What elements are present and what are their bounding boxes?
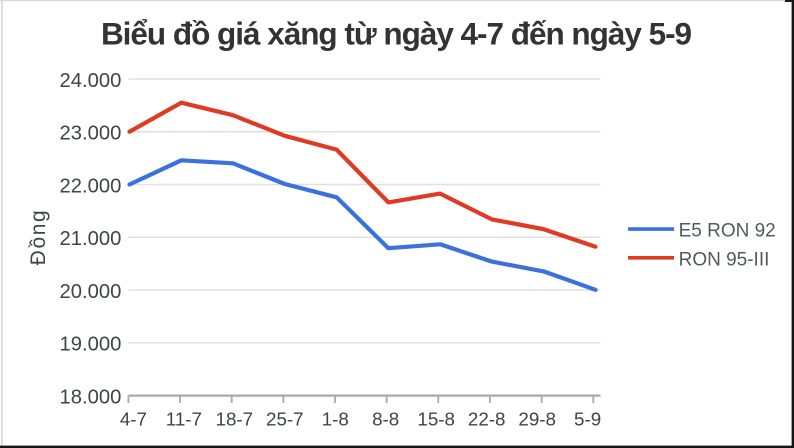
svg-text:18.000: 18.000 [60,386,122,408]
svg-text:11-7: 11-7 [166,408,202,429]
svg-text:23.000: 23.000 [60,123,122,145]
svg-text:RON 95-III: RON 95-III [679,249,770,270]
svg-text:E5 RON 92: E5 RON 92 [679,221,776,242]
svg-text:8-8: 8-8 [372,408,399,429]
svg-text:20.000: 20.000 [60,281,122,303]
svg-text:15-8: 15-8 [417,408,455,429]
svg-text:19.000: 19.000 [60,334,122,356]
svg-text:Đồng: Đồng [27,209,50,266]
svg-text:22.000: 22.000 [60,175,122,197]
svg-text:5-9: 5-9 [574,408,601,429]
svg-text:18-7: 18-7 [216,408,254,429]
svg-text:21.000: 21.000 [60,228,122,250]
svg-text:1-8: 1-8 [322,408,349,429]
svg-text:24.000: 24.000 [60,70,122,92]
svg-text:25-7: 25-7 [266,408,304,429]
svg-text:29-8: 29-8 [518,408,556,429]
svg-text:4-7: 4-7 [120,408,147,429]
svg-text:22-8: 22-8 [468,408,506,429]
svg-text:Biểu đồ giá xăng từ ngày 4-7 đ: Biểu đồ giá xăng từ ngày 4-7 đến ngày 5-… [101,16,692,52]
